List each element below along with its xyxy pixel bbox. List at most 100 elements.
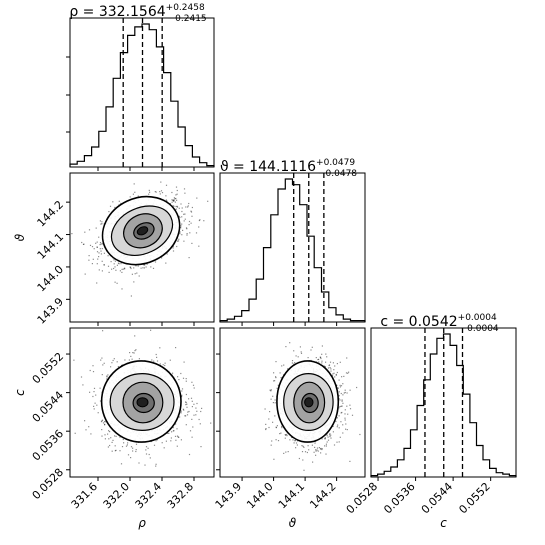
sample-point: [137, 195, 139, 197]
sample-point: [172, 245, 174, 247]
sample-point: [181, 207, 183, 209]
sample-point: [177, 376, 179, 378]
sample-point: [155, 353, 157, 356]
sample-point: [165, 262, 167, 264]
sample-point: [291, 362, 293, 364]
sample-point: [319, 448, 322, 450]
sample-point: [191, 206, 193, 209]
sample-point: [186, 233, 188, 235]
sample-point: [172, 372, 174, 374]
sample-point: [271, 440, 273, 442]
sample-point: [335, 420, 337, 423]
sample-point: [111, 362, 113, 364]
sample-point: [328, 364, 330, 367]
panel-frames-layer: [66, 17, 517, 481]
sample-point: [107, 374, 109, 376]
sample-point: [185, 401, 187, 404]
sample-point: [92, 365, 94, 367]
sample-point: [82, 243, 85, 245]
sample-point: [345, 372, 348, 374]
sample-point: [134, 191, 136, 193]
sample-point: [182, 229, 184, 231]
sample-point: [129, 266, 131, 268]
sample-point: [183, 213, 185, 215]
sample-point: [144, 464, 146, 466]
sample-point: [321, 362, 323, 364]
sample-point: [329, 435, 331, 438]
sample-point: [154, 261, 157, 263]
sample-point: [122, 438, 124, 441]
x-tick-label: 143.9: [213, 480, 244, 511]
sample-point: [328, 364, 331, 366]
sample-point: [340, 412, 342, 414]
sample-point: [193, 414, 195, 416]
sample-point: [344, 419, 346, 421]
sample-point: [96, 246, 98, 248]
sample-point: [338, 398, 340, 400]
sample-point: [346, 357, 348, 359]
sample-point: [108, 430, 110, 432]
sample-point: [93, 387, 96, 389]
sample-point: [135, 449, 137, 451]
sample-point: [192, 426, 194, 428]
sample-point: [294, 439, 296, 442]
sample-point: [188, 202, 190, 205]
sample-point: [336, 417, 338, 419]
sample-point: [292, 439, 294, 441]
sample-point: [150, 266, 152, 268]
x-axis-label-2: c: [440, 516, 447, 530]
density-contours-1: [100, 360, 182, 443]
sample-point: [330, 368, 332, 370]
panel-frame-0-0: [69, 17, 215, 168]
sample-point: [186, 414, 189, 416]
sample-point: [347, 413, 349, 415]
sample-point: [307, 357, 309, 359]
sample-point: [321, 448, 323, 451]
sample-point: [159, 193, 161, 195]
x-tick-label: 144.2: [307, 480, 338, 511]
sample-point: [316, 449, 318, 451]
sample-point: [338, 391, 340, 393]
sample-point: [274, 402, 276, 404]
sample-point: [127, 442, 129, 444]
sample-point: [318, 361, 320, 363]
sample-point: [332, 425, 334, 427]
sample-point: [99, 244, 101, 246]
sample-point: [109, 431, 111, 433]
sample-point: [137, 265, 139, 267]
sample-point: [321, 345, 323, 347]
sample-point: [138, 275, 140, 277]
density-contours-0: [101, 195, 181, 266]
sample-point: [110, 437, 112, 439]
sample-point: [191, 215, 193, 217]
sample-point: [318, 358, 320, 360]
sample-point: [173, 430, 175, 432]
sample-point: [108, 211, 110, 213]
sample-point: [175, 186, 178, 188]
sample-point: [164, 362, 166, 364]
sample-point: [196, 402, 198, 405]
sample-point: [172, 200, 174, 202]
x-tick-label: 0.0544: [419, 480, 455, 516]
sample-point: [344, 389, 346, 391]
sample-point: [172, 250, 175, 252]
sample-point: [161, 442, 163, 444]
sample-point: [114, 435, 116, 437]
sample-point: [341, 411, 343, 414]
sample-point: [186, 234, 188, 236]
sample-point: [92, 258, 94, 260]
sample-point: [314, 442, 316, 444]
sample-point: [117, 262, 120, 264]
sample-point: [325, 353, 327, 355]
sample-point: [176, 428, 178, 430]
sample-point: [188, 257, 190, 259]
sample-point: [188, 398, 190, 400]
sample-point: [84, 420, 86, 422]
sample-point: [108, 271, 110, 273]
sample-point: [344, 413, 346, 415]
density-contours-2: [276, 360, 340, 443]
sample-point: [303, 446, 305, 448]
sample-point: [285, 434, 287, 436]
sample-point: [176, 435, 179, 437]
